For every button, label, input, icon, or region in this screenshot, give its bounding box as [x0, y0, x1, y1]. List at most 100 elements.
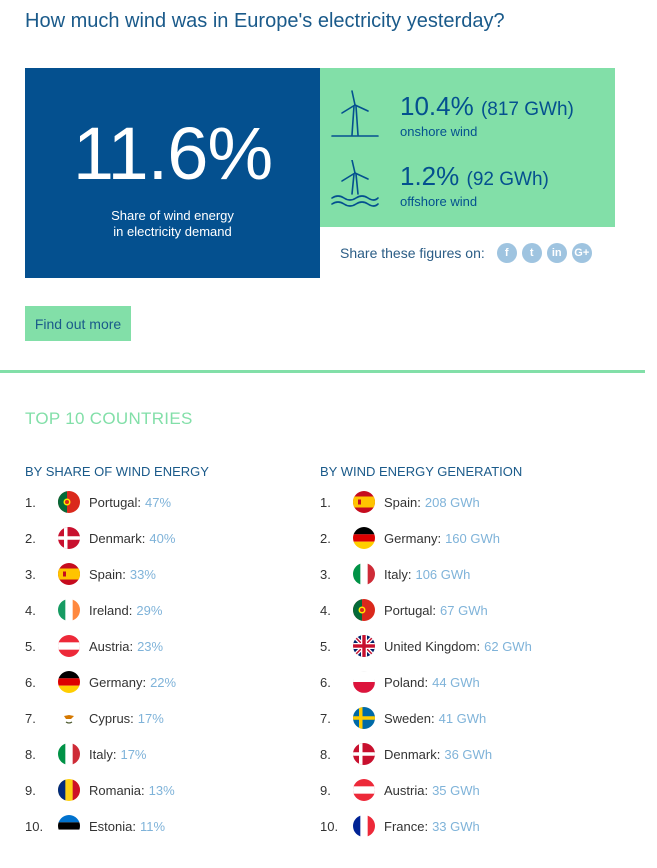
offshore-gwh: (92 GWh)	[466, 169, 549, 190]
country-name: Spain:	[89, 566, 126, 582]
country-name: Portugal:	[89, 494, 142, 510]
country-value: 33 GWh	[432, 818, 480, 834]
find-out-more-button[interactable]: Find out more	[25, 306, 131, 341]
rank: 5.	[25, 638, 36, 654]
googleplus-icon[interactable]: G+	[571, 243, 592, 263]
headline-caption-line1: Share of wind energy	[111, 208, 234, 223]
rank: 6.	[320, 674, 331, 690]
headline-panel: 11.6% Share of wind energy in electricit…	[25, 68, 320, 278]
facebook-icon[interactable]: f	[496, 243, 517, 263]
rank: 8.	[25, 746, 36, 762]
rank: 4.	[320, 602, 331, 618]
flag-pt-icon	[58, 491, 80, 513]
headline-caption: Share of wind energy in electricity dema…	[25, 208, 320, 240]
offshore-pct-value: 1.2%	[400, 161, 460, 191]
country-value: 47%	[145, 494, 172, 510]
onshore-stat: 10.4% (817 GWh) onshore wind	[330, 90, 610, 150]
share-row: 6. Germany: 22%	[25, 670, 176, 694]
rank: 5.	[320, 638, 331, 654]
country-name: Sweden:	[384, 710, 435, 726]
by-share-heading: BY SHARE OF WIND ENERGY	[25, 464, 209, 479]
generation-row: 2. Germany: 160 GWh	[320, 526, 500, 550]
country-name: Austria:	[384, 782, 429, 798]
generation-row: 10. France: 33 GWh	[320, 814, 480, 838]
generation-row: 1. Spain: 208 GWh	[320, 490, 480, 514]
onshore-pct: 10.4% (817 GWh)	[400, 90, 574, 126]
country-name: Cyprus:	[89, 710, 134, 726]
flag-fr-icon	[353, 815, 375, 837]
share-row: 8. Italy: 17%	[25, 742, 147, 766]
headline-caption-line2: in electricity demand	[113, 224, 232, 239]
share-row: 5. Austria: 23%	[25, 634, 163, 658]
linkedin-icon[interactable]: in	[546, 243, 567, 263]
generation-row: 4. Portugal: 67 GWh	[320, 598, 488, 622]
country-name: Germany:	[384, 530, 442, 546]
rank: 3.	[320, 566, 331, 582]
rank: 9.	[320, 782, 331, 798]
country-value: 11%	[139, 818, 166, 834]
onshore-label: onshore wind	[400, 124, 478, 139]
flag-ie-icon	[58, 599, 80, 621]
share-row: 9. Romania: 13%	[25, 778, 175, 802]
flag-se-icon	[353, 707, 375, 729]
generation-row: 8. Denmark: 36 GWh	[320, 742, 492, 766]
country-name: Italy:	[89, 746, 117, 762]
share-label: Share these figures on:	[340, 245, 485, 261]
offshore-wind-turbine-icon	[331, 160, 379, 207]
generation-row: 5. United Kingdom: 62 GWh	[320, 634, 532, 658]
country-value: 17%	[120, 746, 147, 762]
country-value: 29%	[136, 602, 163, 618]
rank: 6.	[25, 674, 36, 690]
country-value: 160 GWh	[445, 530, 500, 546]
country-name: Portugal:	[384, 602, 437, 618]
share-bar: Share these figures on: f t in G+	[340, 243, 597, 263]
by-generation-heading: BY WIND ENERGY GENERATION	[320, 464, 523, 479]
offshore-label: offshore wind	[400, 194, 478, 209]
country-value: 23%	[137, 638, 164, 654]
country-name: Romania:	[89, 782, 145, 798]
country-value: 208 GWh	[424, 494, 480, 510]
country-name: Austria:	[89, 638, 134, 654]
country-value: 62 GWh	[484, 638, 532, 654]
flag-es-icon	[58, 563, 80, 585]
rank: 10.	[320, 818, 339, 834]
flag-at-icon	[58, 635, 80, 657]
share-row: 4. Ireland: 29%	[25, 598, 162, 622]
flag-ee-icon	[58, 815, 80, 837]
section-title: TOP 10 COUNTRIES	[25, 409, 193, 428]
rank: 7.	[320, 710, 331, 726]
page-title: How much wind was in Europe's electricit…	[25, 10, 505, 32]
country-name: Germany:	[89, 674, 147, 690]
flag-gb-icon	[353, 635, 375, 657]
flag-pl-icon	[353, 671, 375, 693]
rank: 2.	[320, 530, 331, 546]
share-row: 2. Denmark: 40%	[25, 526, 175, 550]
flag-at-icon	[353, 779, 375, 801]
country-value: 106 GWh	[415, 566, 471, 582]
rank: 7.	[25, 710, 36, 726]
flag-ro-icon	[58, 779, 80, 801]
flag-cy-icon	[58, 707, 80, 729]
flag-de-icon	[58, 671, 80, 693]
country-name: Estonia:	[89, 818, 136, 834]
twitter-icon[interactable]: t	[521, 243, 542, 263]
flag-it-icon	[353, 563, 375, 585]
rank: 9.	[25, 782, 36, 798]
country-value: 40%	[149, 530, 176, 546]
generation-row: 7. Sweden: 41 GWh	[320, 706, 486, 730]
country-value: 17%	[137, 710, 164, 726]
rank: 2.	[25, 530, 36, 546]
share-row: 3. Spain: 33%	[25, 562, 156, 586]
generation-row: 9. Austria: 35 GWh	[320, 778, 480, 802]
onshore-gwh: (817 GWh)	[480, 99, 574, 120]
country-value: 33%	[129, 566, 156, 582]
offshore-pct: 1.2% (92 GWh)	[400, 160, 549, 196]
headline-value: 11.6%	[72, 112, 273, 195]
divider	[0, 370, 645, 373]
by-share-list: BY SHARE OF WIND ENERGY 1. Portugal: 47% 2.…	[25, 464, 209, 837]
breakdown-panel: 10.4% (817 GWh) onshore wind 1.2% (92 GW…	[320, 68, 615, 227]
flag-dk-icon	[58, 527, 80, 549]
country-name: France:	[384, 818, 429, 834]
share-row: 7. Cyprus: 17%	[25, 706, 164, 730]
country-value: 22%	[150, 674, 177, 690]
